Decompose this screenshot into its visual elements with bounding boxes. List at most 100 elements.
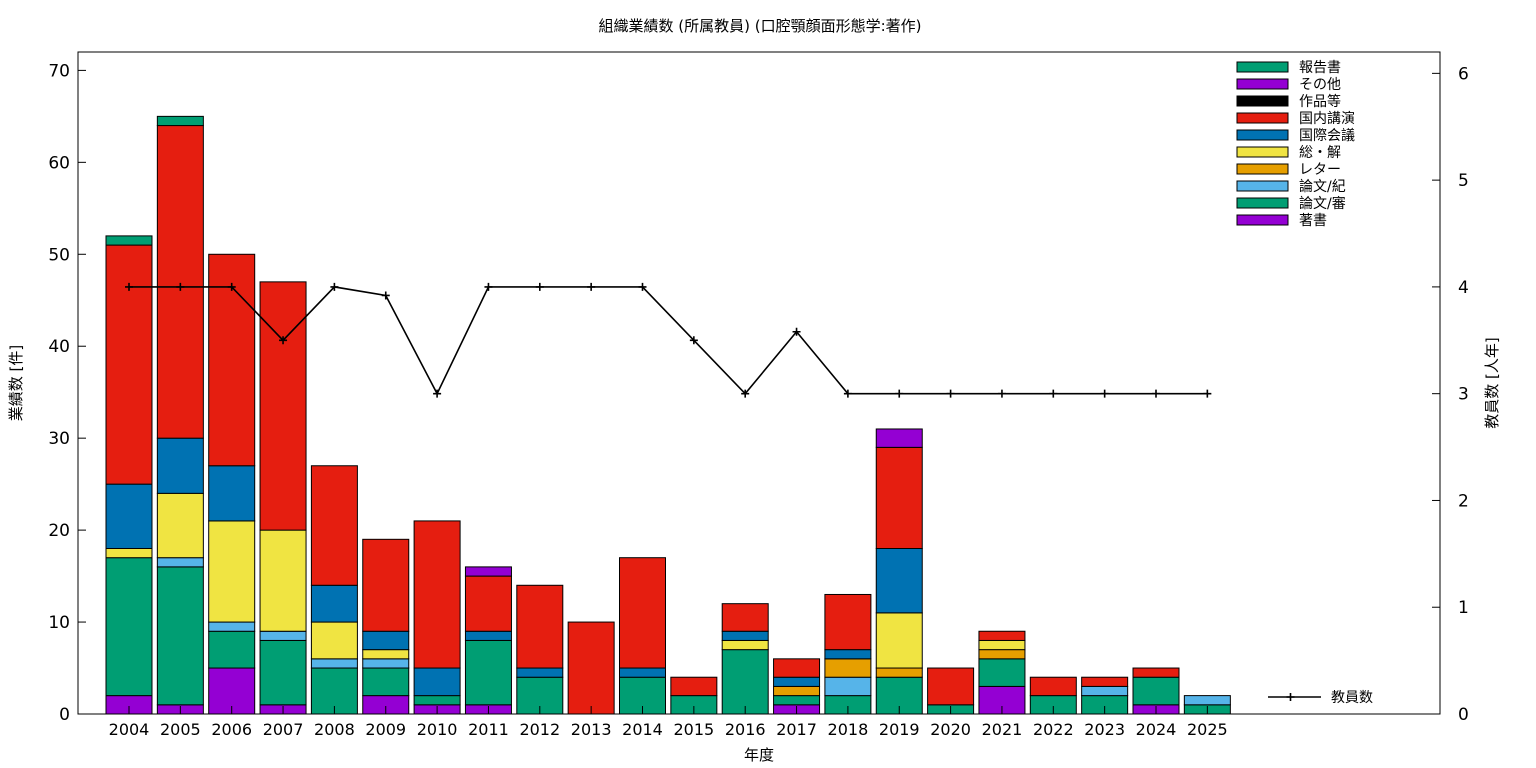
line-point [381, 291, 390, 300]
legend-swatch [1236, 95, 1289, 107]
bar-segment [464, 630, 512, 641]
bar-segment [1183, 695, 1231, 706]
legend-swatch [1236, 112, 1289, 124]
bar-segment [875, 428, 923, 448]
bar-segment [875, 667, 923, 678]
bar-segment [875, 548, 923, 614]
x-tick-label: 2011 [468, 720, 509, 739]
bar-segment [824, 676, 872, 697]
line-point [895, 389, 904, 398]
x-tick-label: 2010 [417, 720, 458, 739]
x-tick-label: 2008 [314, 720, 355, 739]
legend-swatch [1236, 146, 1289, 158]
line-point [946, 389, 955, 398]
legend-swatch [1236, 214, 1289, 226]
line-series-teachers [129, 286, 1208, 396]
chart-title: 組織業績数 (所属教員) (口腔顎顔面形態学:著作) [598, 17, 921, 35]
y2-tick-label: 1 [1458, 598, 1469, 618]
y2-tick-label: 6 [1458, 64, 1469, 84]
legend-label: レター [1299, 162, 1341, 178]
bar-segment [721, 603, 769, 632]
x-axis: 2004 2005 2006 2007 2008 2009 2010 2011 2012 2013… [109, 706, 1228, 739]
bar-segment [619, 557, 666, 669]
line-point [176, 282, 185, 291]
bar-segment [208, 621, 256, 632]
legend-label: 論文/審 [1299, 196, 1346, 212]
x-tick-label: 2021 [982, 720, 1023, 739]
x-tick-label: 2016 [725, 720, 766, 739]
x-tick-label: 2019 [879, 720, 920, 739]
bar-segment [1029, 676, 1077, 697]
legend-swatch [1236, 129, 1289, 141]
bar-segment [464, 575, 512, 632]
bar-segment [464, 639, 512, 706]
line-point [689, 336, 698, 345]
bar-segment [413, 667, 461, 697]
x-tick-label: 2012 [519, 720, 560, 739]
legend-label: その他 [1299, 77, 1341, 93]
bars-group [105, 115, 1231, 715]
line-point [997, 389, 1006, 398]
bar-segment [105, 244, 153, 485]
legend-label: 国内講演 [1299, 111, 1355, 127]
line-point [484, 282, 493, 291]
bar-segment [721, 649, 769, 715]
bar-segment [1081, 676, 1129, 687]
legend-label: 作品等 [1299, 93, 1341, 110]
bar-segment [875, 446, 923, 549]
line-point [535, 282, 544, 291]
y2-axis: 0 1 2 3 4 5 6 [1432, 64, 1469, 725]
bar-segment [619, 667, 666, 678]
bar-segment [773, 676, 821, 687]
legend-label: 著書 [1299, 213, 1327, 229]
x-tick-label: 2020 [930, 720, 971, 739]
bar-segment [978, 658, 1026, 687]
bar-segment [721, 630, 769, 641]
line-point [279, 336, 288, 345]
line-point [125, 282, 133, 291]
x-tick-label: 2005 [160, 720, 201, 739]
x-tick-label: 2023 [1084, 720, 1125, 739]
legend-swatch [1236, 180, 1289, 192]
legend-swatch [1236, 163, 1289, 175]
bar-segment [156, 115, 204, 127]
bar-segment [773, 658, 821, 678]
bar-segment [824, 649, 872, 660]
bar-segment [1132, 667, 1180, 678]
bar-segment [464, 566, 512, 577]
bar-segment [773, 695, 821, 706]
bar-segment [619, 676, 666, 715]
bar-segment [875, 612, 923, 669]
bar-segment [1081, 685, 1129, 697]
bar-segment [362, 630, 410, 651]
bar-segment [824, 658, 872, 678]
bar-segment [208, 465, 256, 522]
bar-segment [516, 667, 564, 678]
bar-segment [156, 557, 204, 568]
line-point [638, 282, 647, 291]
bar-segment [208, 630, 256, 669]
x-tick-label: 2004 [109, 720, 150, 739]
x-tick-label: 2018 [828, 720, 869, 739]
x-tick-label: 2025 [1187, 720, 1228, 739]
bar-segment [927, 667, 975, 706]
line-point [1100, 389, 1109, 398]
legend-line-label: 教員数 [1331, 690, 1373, 706]
y2-axis-label: 教員数 [人年] [1483, 337, 1501, 428]
x-tick-label: 2024 [1136, 720, 1177, 739]
bar-segment [824, 593, 872, 651]
bar-segment [259, 639, 307, 706]
y2-tick-label: 2 [1458, 491, 1469, 511]
line-point [1049, 389, 1058, 398]
y-tick-label: 20 [48, 521, 70, 541]
x-tick-label: 2014 [622, 720, 663, 739]
bar-segment [259, 630, 307, 641]
y2-tick-label: 4 [1458, 278, 1469, 298]
line-point [843, 389, 852, 398]
y-axis-label: 業績数 [件] [7, 345, 25, 421]
y2-tick-label: 3 [1458, 385, 1469, 405]
x-tick-label: 2022 [1033, 720, 1074, 739]
y2-tick-label: 0 [1458, 705, 1469, 725]
legend-label: 国際会議 [1299, 127, 1355, 144]
